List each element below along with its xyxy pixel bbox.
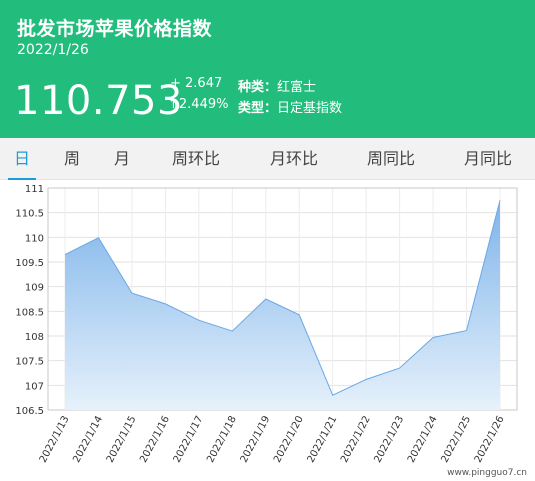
variety-value: 红富士 [277, 80, 317, 95]
x-tick-label: 2022/1/14 [71, 414, 105, 464]
x-axis-ticks: 2022/1/13 2022/1/14 2022/1/15 2022/1/16 2022… [38, 414, 507, 464]
x-tick-label: 2022/1/20 [272, 414, 306, 464]
price-value: 110.753 [14, 78, 183, 124]
y-tick-label: 110.5 [15, 209, 44, 220]
tab-day[interactable]: 日 [8, 138, 36, 180]
x-tick-label: 2022/1/16 [138, 414, 172, 464]
y-tick-label: 108 [25, 332, 44, 343]
x-tick-label: 2022/1/19 [239, 414, 273, 464]
y-tick-label: 109.5 [15, 258, 44, 269]
x-tick-label: 2022/1/24 [406, 414, 440, 464]
x-tick-label: 2022/1/22 [339, 414, 373, 464]
period-tabs: 日 周 月 周环比 月环比 周同比 月同比 [0, 138, 535, 180]
variety-label: 种类： [238, 80, 278, 95]
series-line [64, 200, 501, 396]
x-tick-label: 2022/1/26 [473, 414, 507, 464]
page-title: 批发市场苹果价格指数 [17, 18, 213, 40]
x-tick-label: 2022/1/18 [205, 414, 239, 464]
y-tick-label: 110 [25, 233, 44, 244]
y-tick-label: 106.5 [15, 406, 44, 417]
y-tick-label: 107.5 [15, 357, 44, 368]
tab-week-year-over-year[interactable]: 周同比 [366, 149, 415, 168]
type-label: 类型： [238, 101, 278, 116]
change-absolute: + 2.647 [170, 76, 223, 91]
x-tick-label: 2022/1/13 [38, 414, 72, 464]
x-tick-label: 2022/1/15 [105, 414, 139, 464]
x-tick-label: 2022/1/25 [439, 414, 473, 464]
tab-month[interactable]: 月 [113, 149, 130, 168]
header-banner: 批发市场苹果价格指数 2022/1/26 110.753 + 2.647 ↑2.… [0, 0, 535, 138]
change-percent: ↑2.449% [168, 97, 229, 112]
y-tick-label: 109 [25, 283, 44, 294]
tab-week-over-week[interactable]: 周环比 [171, 149, 220, 168]
price-index-chart: 111 110.5 110 109.5 109 108.5 108 107.5 107 106.5… [15, 184, 527, 478]
x-tick-label: 2022/1/17 [172, 414, 206, 464]
y-tick-label: 107 [25, 381, 44, 392]
variety-row: 种类：红富士 [238, 76, 316, 95]
type-value: 日定基指数 [277, 101, 343, 116]
y-tick-label: 108.5 [15, 307, 44, 318]
x-tick-label: 2022/1/21 [306, 414, 340, 464]
area-fill [65, 200, 500, 410]
type-row: 类型：日定基指数 [238, 97, 342, 116]
tab-month-year-over-year[interactable]: 月同比 [463, 149, 512, 168]
tab-month-over-month[interactable]: 月环比 [269, 149, 318, 168]
watermark-text: www.pingguo7.cn [447, 468, 527, 478]
tab-week[interactable]: 周 [63, 149, 80, 168]
date-label: 2022/1/26 [17, 42, 89, 58]
x-tick-label: 2022/1/23 [372, 414, 406, 464]
y-tick-label: 111 [25, 184, 44, 195]
y-axis-ticks: 111 110.5 110 109.5 109 108.5 108 107.5 107 106.5 [15, 184, 44, 417]
